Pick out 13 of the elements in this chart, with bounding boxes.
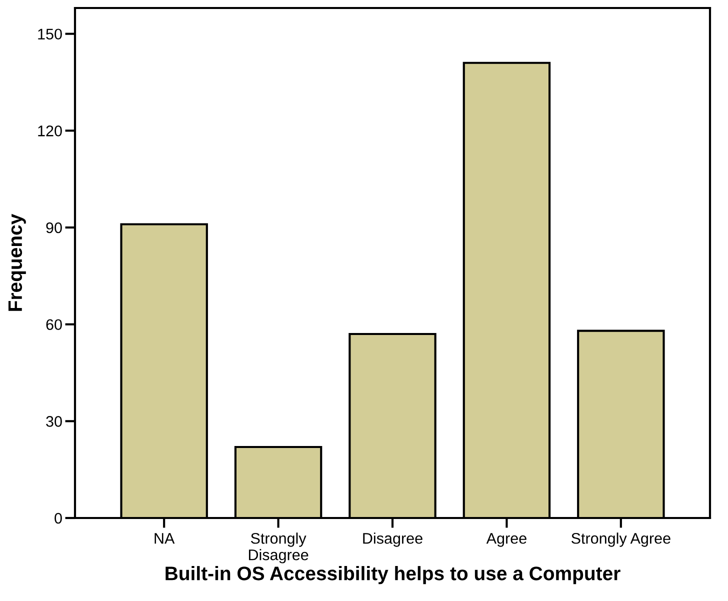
y-axis-title: Frequency <box>8 214 26 311</box>
x-tick-label: Disagree <box>363 532 422 547</box>
x-tick-label: Agree <box>486 533 526 547</box>
x-tick-label: Strongly Disagree <box>248 532 308 564</box>
x-axis-title: Built-in OS Accessibility helps to use a Computer <box>166 566 620 584</box>
y-tick-label: 60 <box>46 319 62 330</box>
x-tick-label: Strongly Agree <box>572 532 670 547</box>
x-tick-label: NA <box>154 533 175 544</box>
y-tick-label: 150 <box>38 28 62 40</box>
y-tick-label: 0 <box>54 512 62 524</box>
y-tick-label: 120 <box>38 126 62 136</box>
y-tick-label: 30 <box>46 416 62 427</box>
y-tick-label: 90 <box>46 222 62 234</box>
